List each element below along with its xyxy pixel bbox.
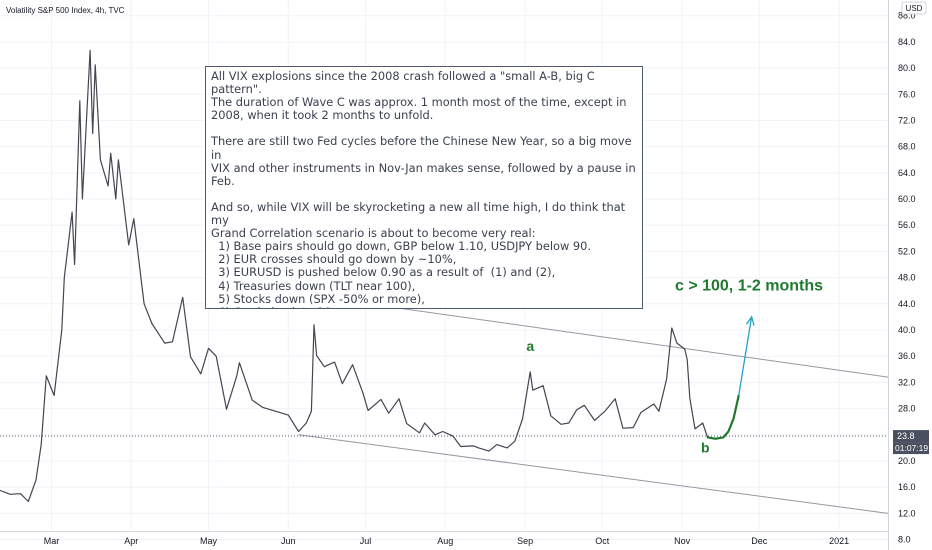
y-tick-label: 40.0 <box>898 325 916 335</box>
y-tick-label: 68.0 <box>898 142 916 152</box>
projection-layer <box>706 315 755 440</box>
y-tick-label: 88.0 <box>898 11 916 21</box>
y-tick-label: 44.0 <box>898 299 916 309</box>
x-tick-label: May <box>200 536 218 546</box>
series-layer <box>0 49 888 503</box>
y-tick-label: 64.0 <box>898 168 916 178</box>
x-tick-label: 2021 <box>829 536 849 546</box>
x-tick-label: Apr <box>124 536 138 546</box>
currency-badge[interactable]: USD <box>906 4 923 13</box>
y-tick-label: 56.0 <box>898 220 916 230</box>
y-tick-label: 52.0 <box>898 246 916 256</box>
countdown-badge <box>893 442 929 455</box>
x-tick-label: Aug <box>437 536 453 546</box>
y-tick-label: 84.0 <box>898 37 916 47</box>
x-tick-label: Jun <box>281 536 296 546</box>
x-tick-label: Sep <box>517 536 533 546</box>
trend-line <box>298 434 889 514</box>
last-price-value: 23.8 <box>897 431 915 441</box>
price-scale-badges: 23.8 01:07:19 <box>893 430 929 455</box>
y-tick-label: 28.0 <box>898 404 916 414</box>
x-tick-label: Mar <box>44 536 60 546</box>
x-tick-label: Oct <box>595 536 610 546</box>
y-tick-label: 60.0 <box>898 194 916 204</box>
wave-a-label: a <box>526 338 534 354</box>
projection-arrow-shaft <box>738 316 753 396</box>
last-price-badge <box>893 430 929 443</box>
y-tick-label: 36.0 <box>898 351 916 361</box>
projection-arrow-head <box>745 315 755 326</box>
wave-b-label: b <box>701 439 710 455</box>
x-tick-label: Jul <box>360 536 372 546</box>
trend-lines <box>298 293 889 514</box>
y-tick-label: 32.0 <box>898 377 916 387</box>
y-tick-label: 72.0 <box>898 115 916 125</box>
symbol-title: Volatility S&P 500 Index, 4h, TVC <box>6 6 125 15</box>
y-tick-label: 80.0 <box>898 63 916 73</box>
x-tick-label: Nov <box>674 536 691 546</box>
projection-label: c > 100, 1-2 months <box>675 278 823 295</box>
currency-badge-box[interactable] <box>901 1 927 15</box>
analysis-text-note[interactable]: All VIX explosions since the 2008 crash … <box>205 66 643 309</box>
y-tick-label: 76.0 <box>898 89 916 99</box>
bar-countdown: 01:07:19 <box>895 443 928 453</box>
y-tick-label: 20.0 <box>898 456 916 466</box>
vix-price-line <box>0 49 709 503</box>
y-tick-label: 12.0 <box>898 508 916 518</box>
wave-labels: a b c > 100, 1-2 months <box>526 278 823 456</box>
x-tick-label: Dec <box>751 536 768 546</box>
wave-b-curve <box>706 394 740 440</box>
y-tick-label: 16.0 <box>898 482 916 492</box>
y-tick-label: 48.0 <box>898 273 916 283</box>
y-tick-label: 8.0 <box>898 535 911 545</box>
